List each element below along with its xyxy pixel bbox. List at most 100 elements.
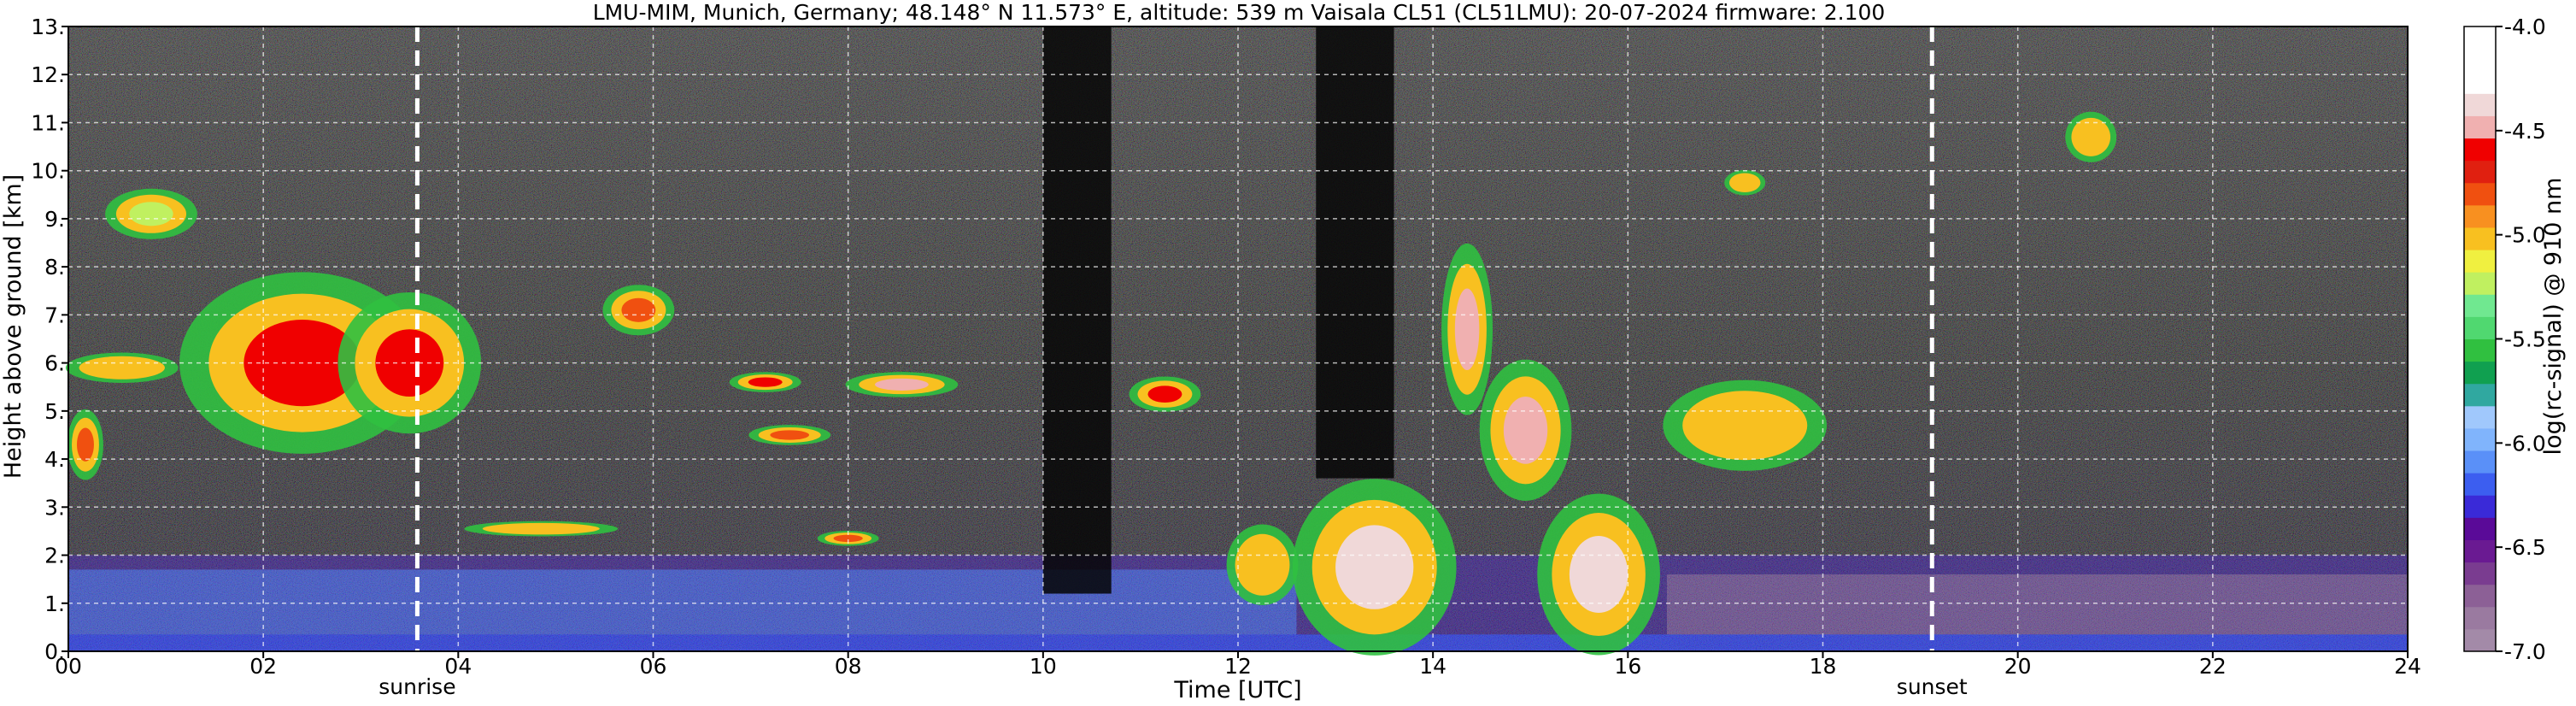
colorbar-segment: [2464, 71, 2496, 94]
colorbar-segment: [2464, 272, 2496, 295]
cloud-core: [1147, 385, 1182, 403]
signal-loss: [1042, 26, 1112, 594]
x-tick-label: 12: [1224, 654, 1252, 679]
colorbar-segment: [2464, 138, 2496, 162]
x-tick-label: 00: [55, 654, 82, 679]
x-tick-label: 02: [249, 654, 277, 679]
y-tick-label: 4.: [44, 447, 65, 472]
colorbar-segment: [2464, 250, 2496, 273]
x-tick-label: 20: [2004, 654, 2032, 679]
colorbar-segment: [2464, 495, 2496, 518]
cloud-feature: [748, 425, 831, 445]
x-tick-label: 16: [1614, 654, 1641, 679]
colorbar-tick-label: -5.5: [2504, 327, 2546, 352]
cloud-core: [1335, 525, 1414, 609]
x-tick-label: 14: [1419, 654, 1446, 679]
y-tick-label: 1.: [44, 591, 65, 616]
cloud-core: [76, 427, 94, 462]
colorbar-segment: [2464, 182, 2496, 206]
cloud-feature: [1441, 243, 1493, 415]
colorbar-segment: [2464, 338, 2496, 362]
y-tick-label: 5.: [44, 399, 65, 424]
cloud-feature: [817, 531, 879, 546]
x-axis-label: Time [UTC]: [1173, 677, 1301, 703]
signal-loss: [1316, 26, 1394, 479]
y-tick-label: 9.: [44, 207, 65, 232]
y-tick-label: 3.: [44, 495, 65, 520]
colorbar-segment: [2464, 584, 2496, 608]
sun-markers: sunrise sunset: [378, 26, 1968, 699]
cloud-feature: [729, 372, 801, 392]
cloud-feature: [464, 521, 619, 537]
cloud-feature: [1479, 359, 1572, 501]
colorbar-segment: [2464, 294, 2496, 317]
y-tick-label: 12.: [31, 62, 65, 87]
colorbar-label: log(rc-signal) @ 910 nm: [2540, 178, 2567, 456]
colorbar-segment: [2464, 473, 2496, 496]
cloud-feature: [602, 285, 675, 336]
y-tick-label: 0.: [44, 639, 65, 664]
colorbar-tick-label: -6.0: [2504, 431, 2546, 456]
colorbar-tick-label: -7.0: [2504, 639, 2546, 664]
colorbar-tick-label: -4.5: [2504, 119, 2546, 144]
y-tick-label: 6.: [44, 351, 65, 376]
chart-title: LMU-MIM, Munich, Germany; 48.148° N 11.5…: [593, 0, 1886, 25]
colorbar-tick-label: -4.0: [2504, 15, 2546, 39]
cloud-core: [375, 329, 444, 397]
colorbar-segment: [2464, 26, 2496, 50]
cloud-feature: [1292, 479, 1457, 656]
y-tick-label: 2.: [44, 544, 65, 568]
cloud-core: [1503, 396, 1548, 464]
colorbar-segment: [2464, 49, 2496, 72]
cloud-core: [1569, 536, 1628, 614]
cloud-core: [95, 360, 150, 375]
colorbar-segment: [2464, 517, 2496, 540]
cloud-core: [875, 378, 929, 391]
cloud-core: [748, 377, 783, 387]
axes: 00 02 04 06 08 10 12 14 16 18 20 22 24 0. 1. 2. 3. 4. 5. 6.…: [31, 15, 2421, 679]
cloud-core: [1734, 176, 1755, 189]
colorbar-segment: [2464, 93, 2496, 116]
colorbar-segment: [2464, 383, 2496, 407]
cloud-feature: [1129, 376, 1201, 412]
x-tick-label: 10: [1030, 654, 1057, 679]
cloud-core: [621, 297, 656, 322]
x-tick-label: 22: [2199, 654, 2227, 679]
cloud-core: [129, 202, 173, 227]
colorbar-segment: [2464, 628, 2496, 652]
colorbar-segment: [2464, 427, 2496, 451]
colorbar-segment: [2464, 204, 2496, 228]
cloud-feature: [105, 188, 197, 239]
cloud-feature: [337, 291, 482, 434]
cloud-core: [1705, 403, 1784, 448]
cloud-core: [1245, 545, 1280, 585]
colorbar-segment: [2464, 316, 2496, 339]
x-tick-label: 24: [2394, 654, 2421, 679]
cloud-core: [1454, 288, 1480, 371]
colorbar-segment: [2464, 115, 2496, 139]
colorbar-segment: [2464, 539, 2496, 563]
cloud-feature: [1663, 379, 1828, 471]
cloud-feature: [1724, 169, 1766, 196]
y-tick-label: 7.: [44, 303, 65, 327]
colorbar-tick-label: -5.0: [2504, 223, 2546, 248]
sunrise-label: sunrise: [378, 674, 455, 699]
colorbar: -4.0 -4.5 -5.0 -5.5 -6.0 -6.5 -7.0: [2463, 15, 2546, 664]
colorbar-segment: [2464, 405, 2496, 429]
x-tick-label: 04: [444, 654, 472, 679]
y-axis-label: Height above ground [km]: [0, 174, 26, 479]
cloud-feature: [67, 409, 103, 480]
cloud-feature: [1537, 493, 1660, 656]
cloud-feature: [2065, 111, 2117, 162]
y-tick-label: 10.: [31, 159, 65, 184]
y-tick-label: 13.: [31, 15, 65, 39]
cloud-core: [504, 525, 578, 532]
colorbar-segment: [2464, 450, 2496, 474]
x-tick-label: 18: [1810, 654, 1837, 679]
y-tick-label: 8.: [44, 255, 65, 279]
cloud-feature: [65, 352, 179, 383]
colorbar-segment: [2464, 160, 2496, 184]
sunset-label: sunset: [1897, 674, 1968, 699]
cloud-feature: [845, 372, 959, 397]
